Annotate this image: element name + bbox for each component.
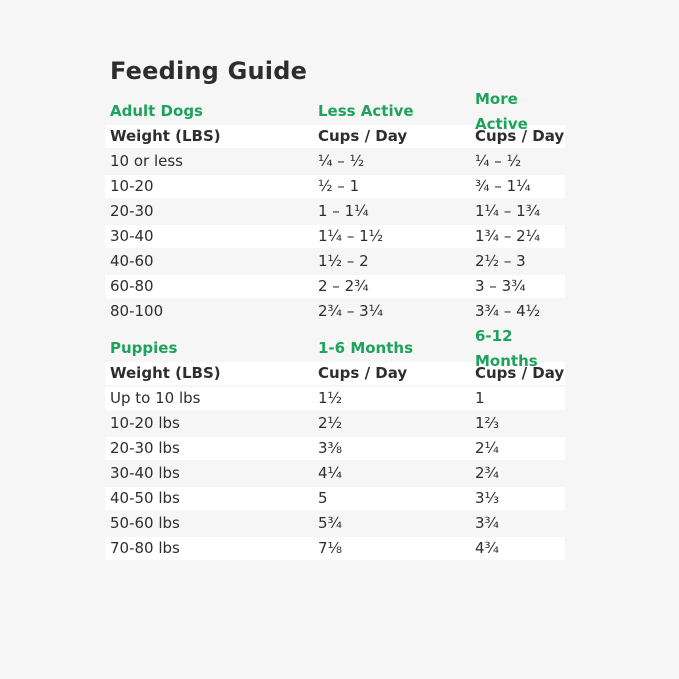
cups-cell-2: 1¾ – 2¼ [475, 227, 541, 245]
cups-cell-2: 1⅔ [475, 414, 500, 432]
table-header-row-adult-dogs: Weight (LBS) Cups / Day Cups / Day [105, 125, 565, 150]
feeding-table-puppies: Puppies 1-6 Months 6-12 Months Weight (LBS)… [105, 327, 565, 562]
cups-cell-1: 3⅜ [318, 439, 343, 457]
weight-cell: 10-20 [110, 177, 154, 195]
cups-cell-2: 4¾ [475, 539, 500, 557]
table-row: 20-30 1 – 1¼ 1¼ – 1¾ [105, 200, 565, 225]
section-header-row-adult-dogs: Adult Dogs Less Active More Active [105, 90, 565, 133]
column-label-1: 1-6 Months [318, 339, 414, 357]
cups-cell-1: 1¼ – 1½ [318, 227, 384, 245]
cups-cell-2: 2¼ [475, 439, 500, 457]
column-label-2: 6-12 Months [475, 326, 538, 370]
cups-cell-1: 4¼ [318, 464, 343, 482]
weight-cell: 30-40 lbs [110, 464, 180, 482]
table-row: 30-40 1¼ – 1½ 1¾ – 2¼ [105, 225, 565, 250]
weight-header-cell: Weight (LBS) [110, 364, 221, 382]
cups-cell-1: ¼ – ½ [318, 152, 365, 170]
table-row: 40-60 1½ – 2 2½ – 3 [105, 250, 565, 275]
table-row: 50-60 lbs 5¾ 3¾ [105, 512, 565, 537]
page-title: Feeding Guide [110, 57, 308, 85]
cups-header-cell-1: Cups / Day [318, 364, 408, 382]
cups-cell-1: 2 – 2¾ [318, 277, 369, 295]
table-row: 30-40 lbs 4¼ 2¾ [105, 462, 565, 487]
table-header-row-puppies: Weight (LBS) Cups / Day Cups / Day [105, 362, 565, 387]
cups-cell-1: 1½ [318, 389, 343, 407]
weight-cell: 20-30 lbs [110, 439, 180, 457]
section-label: Adult Dogs [110, 102, 203, 120]
weight-cell: 10-20 lbs [110, 414, 180, 432]
weight-cell: 10 or less [110, 152, 183, 170]
weight-cell: 80-100 [110, 302, 164, 320]
cups-cell-1: 7⅛ [318, 539, 343, 557]
section-header-row-puppies: Puppies 1-6 Months 6-12 Months [105, 327, 565, 370]
weight-cell: 50-60 lbs [110, 514, 180, 532]
cups-cell-2: 3¾ – 4½ [475, 302, 541, 320]
cups-cell-1: 5¾ [318, 514, 343, 532]
weight-header-cell: Weight (LBS) [110, 127, 221, 145]
cups-cell-1: 1 – 1¼ [318, 202, 369, 220]
weight-cell: 70-80 lbs [110, 539, 180, 557]
weight-cell: 40-50 lbs [110, 489, 180, 507]
weight-cell: 40-60 [110, 252, 154, 270]
cups-cell-2: 3⅓ [475, 489, 500, 507]
table-row: 10-20 ½ – 1 ¾ – 1¼ [105, 175, 565, 200]
table-row: 60-80 2 – 2¾ 3 – 3¾ [105, 275, 565, 300]
column-label-2: More Active [475, 89, 528, 133]
table-row: 40-50 lbs 5 3⅓ [105, 487, 565, 512]
table-row: 80-100 2¾ – 3¼ 3¾ – 4½ [105, 300, 565, 325]
cups-cell-1: 2½ [318, 414, 343, 432]
table-row: 20-30 lbs 3⅜ 2¼ [105, 437, 565, 462]
feeding-table-adult-dogs: Adult Dogs Less Active More Active Weight (… [105, 90, 565, 325]
table-row: 10 or less ¼ – ½ ¼ – ½ [105, 150, 565, 175]
cups-cell-1: ½ – 1 [318, 177, 360, 195]
cups-cell-1: 1½ – 2 [318, 252, 369, 270]
cups-header-cell-2: Cups / Day [475, 364, 565, 382]
table-row: 10-20 lbs 2½ 1⅔ [105, 412, 565, 437]
cups-cell-2: 3¾ [475, 514, 500, 532]
column-label-1: Less Active [318, 102, 414, 120]
weight-cell: 60-80 [110, 277, 154, 295]
cups-cell-2: 1 [475, 389, 485, 407]
table-row: 70-80 lbs 7⅛ 4¾ [105, 537, 565, 562]
cups-header-cell-1: Cups / Day [318, 127, 408, 145]
weight-cell: Up to 10 lbs [110, 389, 201, 407]
table-row: Up to 10 lbs 1½ 1 [105, 387, 565, 412]
cups-cell-2: 2½ – 3 [475, 252, 526, 270]
cups-cell-2: 2¾ [475, 464, 500, 482]
cups-cell-2: ¼ – ½ [475, 152, 522, 170]
weight-cell: 30-40 [110, 227, 154, 245]
cups-header-cell-2: Cups / Day [475, 127, 565, 145]
cups-cell-2: 3 – 3¾ [475, 277, 526, 295]
cups-cell-1: 2¾ – 3¼ [318, 302, 384, 320]
section-label: Puppies [110, 339, 178, 357]
weight-cell: 20-30 [110, 202, 154, 220]
tables-root: Adult Dogs Less Active More Active Weight (… [105, 90, 679, 562]
cups-cell-2: 1¼ – 1¾ [475, 202, 541, 220]
cups-cell-1: 5 [318, 489, 328, 507]
cups-cell-2: ¾ – 1¼ [475, 177, 531, 195]
